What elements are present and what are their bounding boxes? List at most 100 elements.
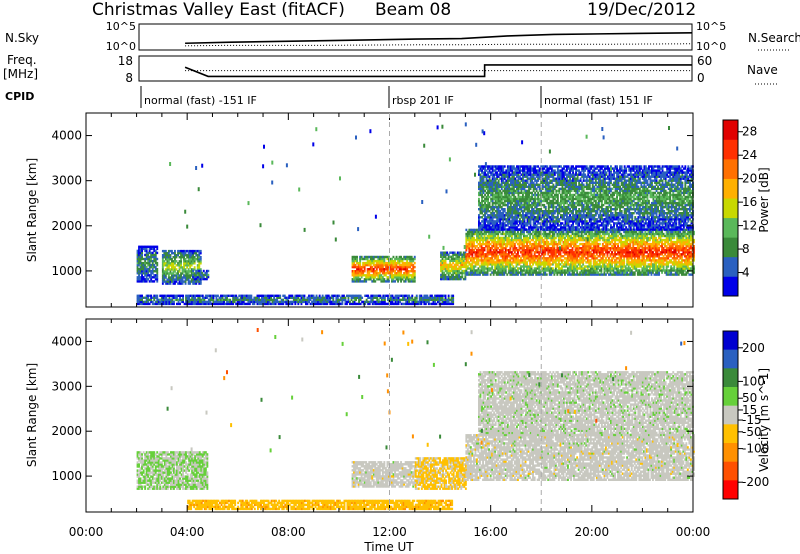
nsearch-tick-bottom: 10^0 [696, 40, 726, 53]
data-cell [197, 276, 199, 278]
nsky-panel-frame [139, 24, 692, 50]
cpid-label: CPID [5, 90, 34, 103]
data-cell [638, 269, 640, 271]
data-cell [531, 251, 533, 253]
data-cell [489, 202, 491, 204]
data-cell [525, 228, 527, 230]
cpid-segment-label: normal (fast) -151 IF [144, 94, 257, 107]
data-cell [475, 265, 477, 267]
data-cell [162, 266, 164, 268]
data-cell [506, 245, 508, 247]
data-cell [364, 268, 366, 270]
data-cell [414, 280, 416, 282]
data-cell [553, 245, 555, 247]
data-cell [414, 262, 416, 264]
data-cell [685, 229, 687, 231]
data-cell [623, 259, 625, 261]
data-cell [667, 265, 669, 267]
cpid-segment-label: normal (fast) 151 IF [544, 94, 653, 107]
data-cell [465, 229, 467, 231]
data-cell [156, 248, 158, 250]
plot-title: Christmas Valley East (fitACF) [92, 0, 345, 20]
data-cell [200, 256, 202, 258]
data-cell [200, 260, 202, 262]
data-cell [414, 256, 416, 258]
data-cell [504, 208, 506, 210]
data-cell [156, 280, 158, 282]
data-cell [478, 198, 480, 200]
data-cell [383, 278, 385, 280]
data-cell [200, 252, 202, 254]
nave-label: Nave [747, 63, 778, 77]
nsky-series [185, 33, 692, 43]
freq-series [185, 65, 692, 77]
data-cell [207, 270, 209, 272]
power-data-layer [137, 122, 695, 305]
data-cell [156, 258, 158, 260]
freq-label-2: [MHz] [3, 67, 38, 81]
data-cell [156, 268, 158, 270]
data-cell [388, 280, 390, 282]
nsearch-tick-top: 10^5 [696, 20, 726, 33]
data-cell [146, 280, 148, 282]
nsky-label: N.Sky [5, 31, 39, 45]
data-cell [156, 274, 158, 276]
data-cell [171, 250, 173, 252]
data-cell [200, 250, 202, 252]
data-cell [658, 271, 660, 273]
data-cell [655, 237, 657, 239]
data-cell [146, 248, 148, 250]
freq-tick-bottom: 8 [125, 71, 133, 85]
data-cell [194, 260, 196, 262]
data-cell [517, 251, 519, 253]
data-cell [634, 271, 636, 273]
cpid-segment-label: rbsp 201 IF [392, 94, 454, 107]
data-cell [156, 246, 158, 248]
data-cell [414, 266, 416, 268]
nave-tick-top: 60 [697, 54, 712, 68]
data-cell [523, 231, 525, 233]
data-cell [156, 252, 158, 254]
data-cell [359, 260, 361, 262]
data-cell [663, 265, 665, 267]
data-cell [590, 259, 592, 261]
data-cell [141, 254, 143, 256]
data-cell [356, 256, 358, 258]
date-label: 19/Dec/2012 [587, 0, 696, 20]
nsky-tick-top: 10^5 [106, 20, 136, 33]
data-cell [544, 251, 546, 253]
nsky-tick-bottom: 10^0 [106, 40, 136, 53]
data-cell [405, 280, 407, 282]
data-cell [504, 165, 506, 167]
data-cell [599, 239, 601, 241]
data-cell [661, 271, 663, 273]
data-cell [673, 265, 675, 267]
freq-tick-top: 18 [118, 54, 133, 68]
data-cell [599, 243, 601, 245]
data-cell [153, 280, 155, 282]
freq-panel-frame [139, 56, 692, 81]
data-cell [481, 228, 483, 230]
data-cell [207, 276, 209, 278]
nsearch-label: N.Search [748, 31, 800, 45]
data-cell [155, 254, 157, 256]
data-cell [414, 274, 416, 276]
data-cell [487, 271, 489, 273]
data-cell [519, 228, 521, 230]
data-cell [374, 280, 376, 282]
cpid-segments: normal (fast) -151 IF rbsp 201 IF normal (… [141, 86, 653, 108]
beam-label: Beam 08 [375, 0, 451, 20]
data-cell [156, 262, 158, 264]
data-cell [473, 237, 475, 239]
data-cell [414, 270, 416, 272]
data-cell [165, 250, 167, 252]
data-cell [194, 266, 196, 268]
data-cell [649, 239, 651, 241]
data-cell [400, 280, 402, 282]
data-cell [174, 250, 176, 252]
data-cell [502, 167, 504, 169]
data-cell [394, 280, 396, 282]
data-cell [376, 268, 378, 270]
data-cell [508, 228, 510, 230]
